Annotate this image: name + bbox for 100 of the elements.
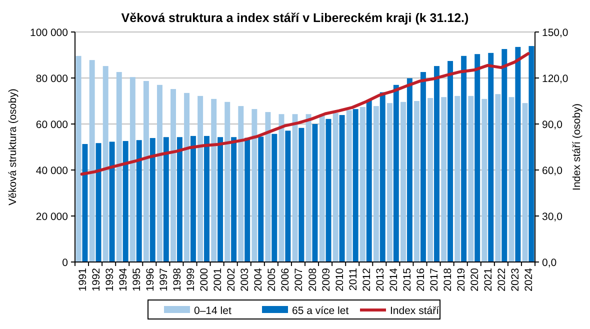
y2-tick-label: 0,0 [542,257,557,269]
bar [238,106,244,262]
bar [319,114,325,262]
x-tick-label: 1992 [90,268,102,292]
bar [373,106,379,262]
bar [522,103,528,262]
bar [420,72,426,262]
bar [231,137,237,262]
bar [414,101,420,262]
y2-tick-label: 30,0 [542,211,563,223]
bar [170,89,176,262]
legend-label: Index stáří [390,305,440,317]
bar [163,137,169,262]
bar [244,138,250,262]
x-tick-label: 1996 [144,268,156,292]
x-tick-label: 2002 [226,268,238,292]
bar [130,77,136,262]
bar [204,136,210,262]
bar [339,115,345,262]
y2-tick-label: 90,0 [542,119,563,131]
bar [156,84,162,262]
bar [122,141,128,262]
x-tick-label: 2021 [482,268,495,292]
bar [109,142,115,262]
bar [326,118,332,262]
bar [468,96,474,262]
bar [352,109,358,262]
bar [482,98,488,262]
bar [346,110,352,262]
x-tick-label: 2015 [401,268,414,292]
bar [434,66,440,262]
bar [150,138,156,262]
x-tick-label: 2016 [415,268,427,292]
bar [190,136,196,262]
legend-label: 65 a více let [292,305,349,317]
bar [474,54,480,262]
x-tick-label: 2005 [266,268,278,292]
x-tick-label: 2022 [496,268,508,292]
bar [380,92,386,262]
x-tick-label: 2003 [239,268,252,292]
bar [406,78,412,262]
bar [82,144,88,262]
x-tick-label: 2004 [252,268,265,292]
bar [461,56,467,262]
bar [265,112,271,262]
bar [366,100,372,262]
y2-tick-label: 60,0 [542,165,563,177]
x-tick-label: 2017 [428,268,441,292]
bar [76,56,82,262]
bar [176,137,182,262]
x-tick-label: 1997 [158,268,170,292]
x-tick-label: 2013 [374,268,386,292]
bar [448,60,454,262]
x-tick-label: 2011 [347,268,360,291]
bar [454,96,460,262]
bar [332,112,338,262]
x-tick-label: 2024 [523,268,536,292]
bar [224,102,230,262]
bar [428,98,434,262]
bar [488,52,494,262]
bar [400,102,406,262]
bar [218,137,224,262]
y-tick-label: 40 000 [36,165,68,177]
y-axis-title: Věková struktura (osoby) [7,88,19,206]
x-tick-label: 2007 [293,268,306,292]
x-tick-label: 2023 [510,268,522,292]
x-tick-label: 2012 [360,268,373,292]
bar [515,46,521,262]
x-tick-label: 1991 [76,268,89,292]
chart-title: Věková struktura a index stáří v Libereckém kraji (k 31.12.) [121,11,469,25]
y-tick-label: 80 000 [36,73,68,85]
bar [116,72,122,262]
y2-tick-label: 120,0 [542,73,568,85]
x-tick-label: 2020 [469,268,482,292]
x-tick-label: 2019 [456,268,468,292]
x-tick-label: 2018 [442,268,454,292]
bar [89,60,95,262]
bar [198,96,204,262]
x-tick-label: 1993 [104,268,116,292]
x-tick-label: 2006 [280,268,292,292]
bar [502,49,508,262]
x-tick-label: 1998 [171,268,184,292]
line-series [80,52,530,176]
bar [272,134,278,262]
bar [441,97,447,262]
bar [495,94,501,262]
x-tick-label: 1995 [130,268,143,292]
bar [312,124,318,262]
y-tick-label: 20 000 [36,211,68,223]
y2-axis-title: Index stáří (osoby) [571,104,583,190]
bar [306,114,312,262]
x-tick-label: 2000 [198,268,211,292]
y-tick-label: 100 000 [30,27,68,39]
bar [292,114,298,262]
x-tick-label: 2010 [334,268,346,292]
bar [252,109,258,262]
bar [386,103,392,262]
y2-tick-label: 150,0 [542,27,568,39]
legend-label: 0–14 let [194,305,232,317]
y-tick-label: 60 000 [36,119,68,131]
